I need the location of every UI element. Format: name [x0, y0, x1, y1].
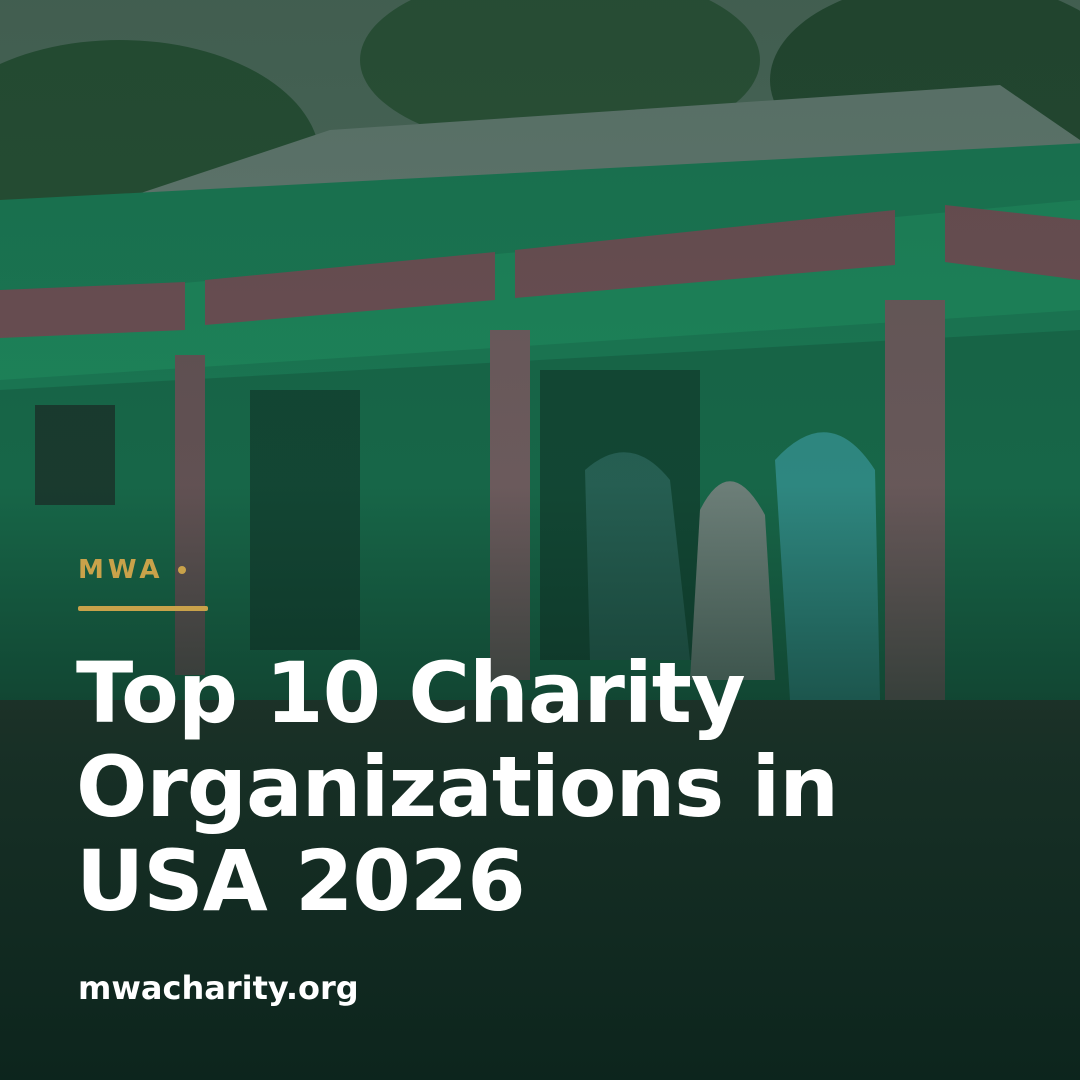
- website: mwacharity.org: [78, 969, 359, 1007]
- title: Top 10 Charity Organizations in USA 2026: [76, 644, 839, 930]
- brand-dot: [178, 566, 186, 574]
- brand: MWA: [78, 555, 164, 585]
- title-line: USA 2026: [76, 832, 526, 930]
- accent-rule: [78, 606, 208, 611]
- title-line: Organizations in: [76, 738, 839, 836]
- title-line: Top 10 Charity: [76, 644, 746, 742]
